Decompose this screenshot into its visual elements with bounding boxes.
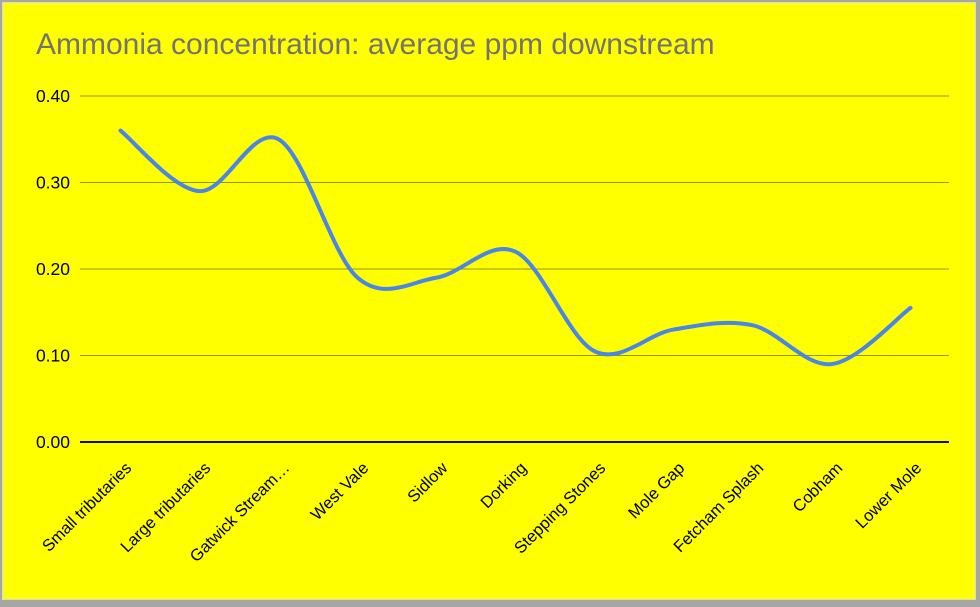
y-tick-label: 0.30 — [36, 173, 70, 193]
x-category-label: Sidlow — [404, 459, 451, 506]
ammonia-line-series — [118, 128, 913, 367]
x-category-label: West Vale — [308, 459, 373, 524]
y-axis-tick-labels: 0.00 0.10 0.20 0.30 0.40 — [36, 86, 70, 452]
x-category-label: Mole Gap — [625, 459, 688, 522]
y-tick-label: 0.20 — [36, 259, 70, 279]
x-category-label: Lower Mole — [852, 459, 925, 532]
y-tick-label: 0.00 — [36, 432, 70, 452]
ammonia-line-path — [118, 128, 913, 367]
y-tick-label: 0.10 — [36, 346, 70, 366]
gridlines — [80, 95, 949, 356]
chart-panel: Ammonia concentration: average ppm downs… — [2, 2, 976, 600]
chart-title: Ammonia concentration: average ppm downs… — [36, 28, 715, 61]
x-category-label: Dorking — [477, 459, 530, 512]
x-category-label: Cobham — [789, 459, 846, 516]
y-tick-label: 0.40 — [36, 86, 70, 106]
